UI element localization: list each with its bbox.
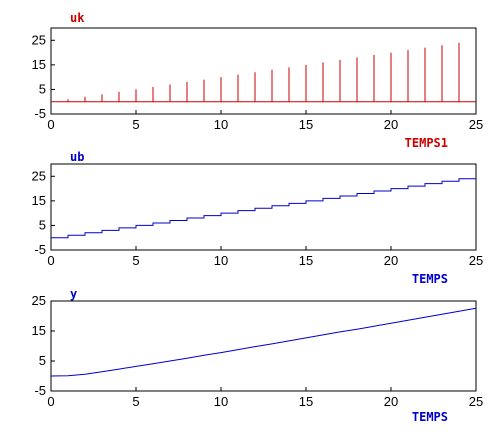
chart-y-y-tick-label: -5 <box>34 383 46 398</box>
chart-y-y-tick-label: 5 <box>39 353 46 368</box>
chart-y-series-line <box>50 307 477 377</box>
chart-uk-title: uk <box>70 11 85 25</box>
chart-ub-y-tick-label: -5 <box>34 242 46 257</box>
chart-ub-marks <box>51 178 476 239</box>
chart-y-x-axis: 0 5 10 15 20 25 <box>47 387 483 409</box>
chart-ub-x-tick-label: 10 <box>214 253 228 268</box>
chart-uk-x-axis-label: TEMPS1 <box>405 136 448 150</box>
chart-ub-x-tick-label: 25 <box>469 253 483 268</box>
chart-uk-x-tick-label: 25 <box>469 117 483 132</box>
chart-uk-marks <box>51 42 476 103</box>
chart-ub-y-tick-label: 5 <box>39 217 46 232</box>
chart-y-x-tick-label: 20 <box>384 394 398 409</box>
chart-uk-x-axis: 0 5 10 15 20 25 <box>47 110 483 132</box>
chart-y-x-tick-label: 25 <box>469 394 483 409</box>
chart-ub-title: ub <box>70 150 84 164</box>
chart-ub-x-tick-label: 20 <box>384 253 398 268</box>
chart-ub-frame <box>50 163 477 251</box>
chart-y-x-tick-label: 0 <box>47 394 54 409</box>
chart-uk-y-tick-label: 5 <box>39 81 46 96</box>
chart-ub-y-tick-label: 15 <box>32 193 46 208</box>
chart-uk-x-tick-label: 10 <box>214 117 228 132</box>
chart-uk-y-tick-label: 15 <box>32 57 46 72</box>
chart-y-x-tick-label: 5 <box>132 394 139 409</box>
chart-y-title: y <box>70 287 77 301</box>
chart-ub-x-tick-label: 15 <box>299 253 313 268</box>
chart-ub-x-tick-label: 5 <box>132 253 139 268</box>
chart-uk-frame <box>50 27 477 115</box>
chart-ub-x-axis: 0 5 10 15 20 25 <box>47 246 483 268</box>
chart-ub-x-tick-label: 0 <box>47 253 54 268</box>
chart-uk-x-tick-label: 15 <box>299 117 313 132</box>
chart-uk: uk 0 5 10 15 20 25 -5 5 15 25 TEMPS1 <box>32 11 484 150</box>
chart-uk-x-tick-label: 20 <box>384 117 398 132</box>
chart-ub-y-axis: -5 5 15 25 <box>32 168 55 257</box>
chart-y-frame <box>50 300 477 392</box>
chart-y: y 0 5 10 15 20 25 -5 5 15 25 TEMPS <box>32 287 484 424</box>
chart-y-marks <box>50 307 477 377</box>
chart-y-y-axis: -5 5 15 25 <box>32 293 55 398</box>
chart-y-x-tick-label: 10 <box>214 394 228 409</box>
chart-uk-y-tick-label: 25 <box>32 32 46 47</box>
chart-uk-x-tick-label: 0 <box>47 117 54 132</box>
chart-uk-y-tick-label: -5 <box>34 106 46 121</box>
chart-uk-x-tick-label: 5 <box>132 117 139 132</box>
chart-y-y-tick-label: 15 <box>32 323 46 338</box>
chart-ub-series-line <box>51 178 476 239</box>
chart-y-x-tick-label: 15 <box>299 394 313 409</box>
chart-y-x-axis-label: TEMPS <box>412 410 448 424</box>
chart-ub-x-axis-label: TEMPS <box>412 272 448 286</box>
chart-y-y-tick-label: 25 <box>32 293 46 308</box>
chart-ub: ub 0 5 10 15 20 25 -5 5 15 25 TEMPS <box>32 150 484 286</box>
chart-ub-y-tick-label: 25 <box>32 168 46 183</box>
chart-uk-y-axis: -5 5 15 25 <box>32 32 55 121</box>
